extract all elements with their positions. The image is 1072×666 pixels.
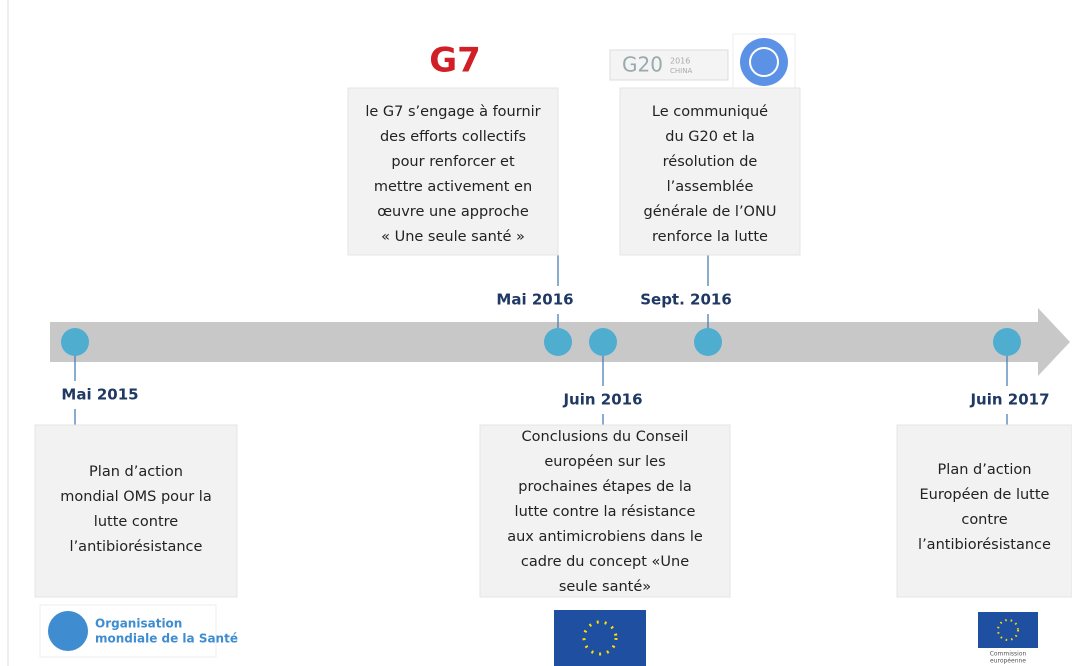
- g20-country: CHINA: [670, 67, 692, 75]
- who-emblem: [48, 611, 88, 651]
- event-text: le G7 s’engage à fournir: [365, 104, 540, 120]
- event-text: prochaines étapes de la: [518, 479, 692, 495]
- event-box: [34, 424, 238, 598]
- un-logo: [732, 33, 796, 91]
- timeline-dot: [544, 328, 572, 356]
- g20-frame: [609, 49, 729, 81]
- event-text: cadre du concept «Une: [521, 554, 689, 570]
- date-label: Mai 2015: [61, 386, 138, 404]
- event-text: seule santé»: [559, 579, 651, 595]
- event-text: lutte contre la résistance: [515, 504, 696, 520]
- event-box: [347, 87, 559, 256]
- date-label-bg: [42, 381, 158, 409]
- event-box: [619, 87, 801, 256]
- event-box: [479, 424, 731, 598]
- who-logo: Organisation mondiale de la Santé: [39, 604, 238, 658]
- event-text: résolution de: [663, 154, 758, 170]
- date-label-bg: [485, 286, 585, 314]
- event-text: générale de l’ONU: [644, 204, 777, 220]
- event-text: pour renforcer et: [391, 154, 515, 170]
- who-text: Organisation: [95, 617, 182, 631]
- commission-logo: Commission européenne: [978, 612, 1038, 665]
- commission-text: Commission: [990, 651, 1027, 658]
- date-label-bg: [958, 386, 1062, 414]
- date-label-bg: [550, 386, 656, 414]
- timeline-dot: [589, 328, 617, 356]
- event-text: renforce la lutte: [652, 229, 768, 245]
- date-label-bg: [631, 286, 741, 314]
- event-text: l’assemblée: [667, 179, 754, 195]
- event-text: contre: [961, 512, 1007, 528]
- un-emblem: [740, 38, 788, 86]
- date-label: Mai 2016: [496, 291, 573, 309]
- commission-flag: [978, 612, 1038, 648]
- event-text: du G20 et la: [665, 129, 754, 145]
- event-text: « Une seule santé »: [381, 229, 525, 245]
- un-globe: [749, 47, 779, 77]
- event-box: [896, 424, 1072, 598]
- timeline-dot: [61, 328, 89, 356]
- event-text: Conclusions du Conseil: [522, 429, 689, 445]
- date-label: Sept. 2016: [640, 291, 732, 309]
- who-text: mondiale de la Santé: [95, 632, 238, 646]
- g20-year: 2016: [670, 57, 690, 66]
- event-text: lutte contre: [94, 514, 178, 530]
- commission-text: européenne: [990, 658, 1026, 665]
- event-text: l’antibiorésistance: [918, 537, 1051, 553]
- eu-stars: [582, 620, 618, 656]
- eu-flag-bg: [554, 610, 646, 666]
- event-text: aux antimicrobiens dans le: [507, 529, 703, 545]
- event-text: l’antibiorésistance: [70, 539, 203, 555]
- g20-text: G20: [622, 53, 663, 77]
- g7-logo: G7: [429, 41, 481, 81]
- event-text: mettre activement en: [374, 179, 532, 195]
- date-label: Juin 2016: [562, 391, 642, 409]
- event-text: mondial OMS pour la: [60, 489, 211, 505]
- event-text: européen sur les: [544, 454, 665, 470]
- event-text: Plan d’action: [938, 462, 1032, 478]
- event-text: Le communiqué: [652, 104, 768, 120]
- g20-logo: G20 2016 CHINA: [609, 49, 729, 81]
- event-text: œuvre une approche: [377, 204, 529, 220]
- eu-flag: [554, 610, 646, 666]
- timeline-dot: [694, 328, 722, 356]
- timeline-dot: [993, 328, 1021, 356]
- event-text: Plan d’action: [89, 464, 183, 480]
- date-label: Juin 2017: [969, 391, 1049, 409]
- event-text: Européen de lutte: [920, 487, 1050, 503]
- commission-stars: [997, 619, 1019, 641]
- event-text: des efforts collectifs: [380, 129, 526, 145]
